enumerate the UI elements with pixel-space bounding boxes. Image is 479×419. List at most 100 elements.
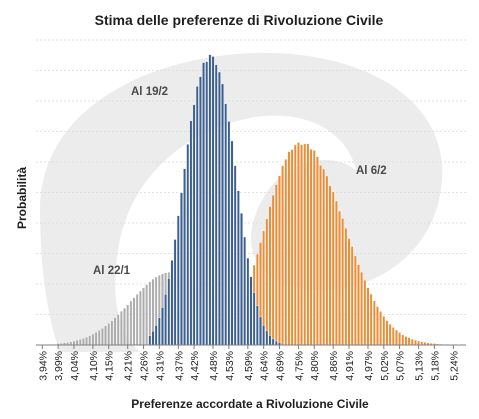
bar	[420, 341, 424, 346]
bar	[138, 290, 142, 346]
bar	[78, 339, 82, 346]
bar	[341, 218, 345, 346]
bar	[88, 335, 92, 346]
bar	[252, 292, 256, 346]
bar	[101, 328, 104, 346]
x-tick-label: 4,42%	[189, 351, 201, 381]
x-tick-label: 4,59%	[243, 351, 255, 381]
bar	[414, 339, 417, 346]
bar	[148, 281, 152, 346]
bar	[82, 338, 85, 346]
x-tick-label: 4,26%	[139, 351, 151, 381]
bar	[129, 300, 133, 346]
bar	[243, 236, 247, 346]
x-tick-label: 5,02%	[379, 351, 391, 381]
bars-layer	[56, 54, 458, 346]
bar	[148, 335, 152, 346]
bar	[366, 287, 370, 346]
bar	[322, 168, 326, 346]
bar	[233, 165, 237, 346]
bar	[113, 317, 117, 346]
bar	[319, 165, 322, 346]
bar	[316, 156, 319, 346]
bar	[132, 297, 136, 346]
bar	[227, 121, 231, 346]
bar	[154, 325, 158, 346]
x-tick-label: 5,18%	[429, 351, 441, 381]
bar	[382, 316, 386, 346]
bar	[104, 325, 107, 346]
bar	[344, 228, 348, 346]
bar	[401, 334, 405, 346]
bar	[189, 120, 193, 346]
bar	[205, 61, 209, 346]
bar	[360, 271, 364, 346]
x-tick-label: 4,91%	[344, 351, 356, 381]
bar	[287, 151, 291, 346]
series-al-19-2	[148, 54, 281, 346]
x-tick-label: 4,80%	[309, 351, 321, 381]
bar	[97, 330, 101, 346]
x-axis: 3,94% 3,99% 4,04% 4,10% 4,15% 4,21% 4,26% 4,31%…	[36, 344, 466, 381]
x-tick-label: 5,13%	[414, 351, 426, 381]
x-tick-label: 4,04%	[69, 351, 81, 381]
bar	[221, 83, 224, 346]
bar	[417, 340, 420, 346]
x-tick-label: 4,15%	[104, 351, 116, 381]
bar	[255, 305, 259, 346]
bar	[211, 56, 215, 346]
bar	[170, 260, 174, 346]
bar	[69, 341, 73, 346]
bar	[72, 340, 76, 346]
x-tick-label: 4,69%	[274, 351, 286, 381]
bar	[265, 218, 269, 346]
bar	[350, 246, 354, 346]
bar	[363, 280, 367, 346]
bar	[325, 175, 329, 346]
bar	[404, 336, 408, 346]
x-tick-label: 4,97%	[363, 351, 375, 381]
bar	[297, 142, 300, 346]
x-tick-label: 4,31%	[154, 351, 166, 381]
bar	[300, 144, 303, 346]
bar	[398, 332, 401, 346]
annotation-al-22-1: Al 22/1	[93, 265, 131, 277]
bar	[265, 330, 269, 346]
bar	[180, 192, 183, 346]
bar	[157, 317, 161, 346]
bar	[208, 54, 212, 346]
bar	[183, 168, 186, 346]
x-tick-label: 3,94%	[37, 351, 49, 381]
bar	[161, 307, 164, 346]
bar	[262, 324, 266, 346]
bar	[268, 206, 272, 346]
x-tick-label: 4,86%	[328, 351, 340, 381]
bar	[290, 149, 294, 346]
bar	[135, 294, 139, 346]
bar	[167, 278, 171, 346]
bar	[385, 320, 389, 346]
bar	[202, 62, 205, 346]
bar	[281, 165, 284, 346]
bar	[284, 159, 288, 346]
bar	[249, 276, 253, 346]
bar	[192, 104, 196, 346]
bar	[151, 331, 155, 346]
bar	[107, 323, 111, 346]
bar	[312, 150, 316, 346]
bar	[164, 294, 167, 346]
bar	[395, 329, 398, 346]
x-tick-label: 4,64%	[259, 351, 271, 381]
bar	[293, 144, 297, 346]
annotation-al-6-2: Al 6/2	[356, 165, 387, 177]
bar	[338, 210, 341, 346]
bar	[230, 140, 234, 346]
bar	[126, 304, 130, 346]
y-axis-label: Probabilità	[15, 167, 29, 229]
x-tick-label: 5,24%	[448, 351, 460, 381]
bar	[94, 332, 98, 346]
bar	[236, 190, 240, 346]
bar	[224, 103, 228, 346]
bar	[110, 320, 114, 346]
